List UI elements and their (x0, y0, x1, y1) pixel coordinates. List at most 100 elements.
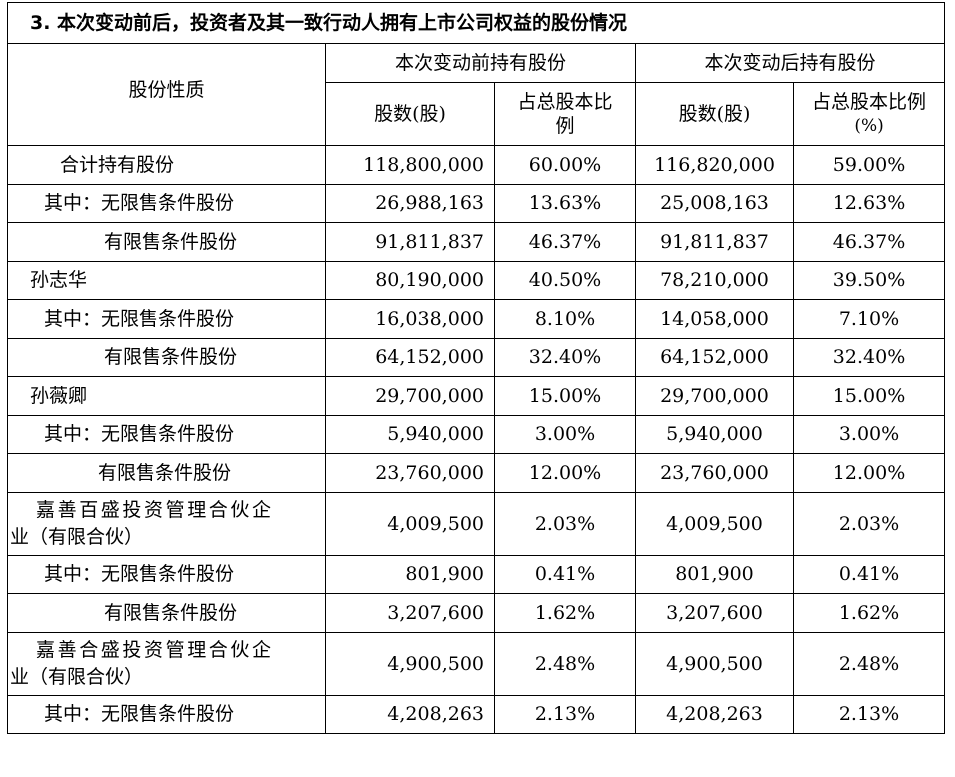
table-row: 嘉善百盛投资管理合伙企 业（有限合伙） 4,009,500 2.03% 4,00… (7, 491, 946, 556)
table-row: 有限售条件股份 23,760,000 12.00% 23,760,000 12.… (7, 453, 946, 493)
ratio-after-header-line1: 占总股本比例 (812, 91, 927, 113)
table-row: 孙志华 80,190,000 40.50% 78,210,000 39.50% (7, 260, 946, 300)
row-label: 有限售条件股份 (7, 593, 326, 633)
after-header: 本次变动后持有股份 (634, 43, 946, 83)
shares-after-header: 股数(股) (635, 82, 794, 146)
row-label: 有限售条件股份 (7, 222, 326, 262)
row-label: 嘉善合盛投资管理合伙企 业（有限合伙） (7, 631, 326, 696)
row-label: 有限售条件股份 (7, 453, 326, 493)
ratio-after-header-line2: (%) (854, 116, 884, 136)
table-row: 其中：无限售条件股份 4,208,263 2.13% 4,208,263 2.1… (7, 694, 946, 734)
ratio-after-cell: 12.63% (792, 183, 946, 223)
row-label: 合计持有股份 (7, 145, 326, 185)
ratio-before-header-line2: 例 (555, 115, 575, 137)
ratio-before-cell: 12.00% (494, 453, 636, 493)
ratio-after-cell: 3.00% (792, 414, 946, 454)
ratio-before-cell: 60.00% (494, 145, 636, 185)
shares-before-cell: 80,190,000 (325, 260, 495, 300)
table-row: 有限售条件股份 64,152,000 32.40% 64,152,000 32.… (7, 337, 946, 377)
row-label-line2: 业（有限合伙） (10, 665, 144, 688)
header-row-2: 股数(股) 占总股本比 例 股数(股) 占总股本比例 (%) (8, 82, 946, 146)
title-row: 3. 本次变动前后，投资者及其一致行动人拥有上市公司权益的股份情况 (6, 2, 946, 44)
row-label-line2: 业（有限合伙） (10, 525, 144, 548)
shares-before-cell: 91,811,837 (325, 222, 495, 262)
row-label-line1: 嘉善合盛投资管理合伙企 (36, 638, 274, 661)
ratio-after-cell: 2.03% (792, 491, 946, 556)
row-label: 其中：无限售条件股份 (7, 694, 326, 734)
shares-after-cell: 4,009,500 (635, 491, 794, 556)
row-label: 有限售条件股份 (7, 337, 326, 377)
ratio-after-cell: 2.48% (792, 631, 946, 696)
ratio-before-cell: 32.40% (494, 337, 636, 377)
shares-after-cell: 25,008,163 (635, 183, 794, 223)
table-row: 其中：无限售条件股份 26,988,163 13.63% 25,008,163 … (7, 183, 946, 223)
ratio-before-cell: 2.48% (494, 631, 636, 696)
ratio-after-cell: 0.41% (792, 554, 946, 594)
ratio-before-cell: 13.63% (494, 183, 636, 223)
table-row: 其中：无限售条件股份 801,900 0.41% 801,900 0.41% (7, 554, 946, 594)
ratio-before-cell: 3.00% (494, 414, 636, 454)
row-label: 其中：无限售条件股份 (7, 554, 326, 594)
table-row: 其中：无限售条件股份 16,038,000 8.10% 14,058,000 7… (7, 299, 946, 339)
shares-before-cell: 3,207,600 (325, 593, 495, 633)
ratio-before-cell: 8.10% (494, 299, 636, 339)
ratio-before-cell: 15.00% (494, 376, 636, 416)
ratio-before-cell: 0.41% (494, 554, 636, 594)
row-label-line1: 嘉善百盛投资管理合伙企 (36, 498, 274, 521)
ratio-before-cell: 2.03% (494, 491, 636, 556)
shares-before-cell: 4,009,500 (325, 491, 495, 556)
document-table-wrapper: 3. 本次变动前后，投资者及其一致行动人拥有上市公司权益的股份情况 股份性质 本… (6, 2, 946, 734)
shares-after-cell: 5,940,000 (635, 414, 794, 454)
row-label: 其中：无限售条件股份 (7, 183, 326, 223)
row-label: 孙志华 (7, 260, 326, 300)
table-row: 合计持有股份 118,800,000 60.00% 116,820,000 59… (7, 145, 946, 185)
shares-after-cell: 64,152,000 (635, 337, 794, 377)
row-label: 其中：无限售条件股份 (7, 414, 326, 454)
ratio-after-cell: 2.13% (792, 694, 946, 734)
shares-before-cell: 16,038,000 (325, 299, 495, 339)
shares-before-cell: 118,800,000 (325, 145, 495, 185)
row-label: 其中：无限售条件股份 (7, 299, 326, 339)
share-nature-header: 股份性质 (7, 43, 326, 146)
ratio-before-header: 占总股本比 例 (494, 82, 636, 146)
ratio-before-header-line1: 占总股本比 (517, 91, 613, 113)
ratio-after-cell: 1.62% (792, 593, 946, 633)
ratio-after-cell: 46.37% (792, 222, 946, 262)
row-label: 孙薇卿 (7, 376, 326, 416)
ratio-before-cell: 46.37% (494, 222, 636, 262)
shares-before-cell: 64,152,000 (325, 337, 495, 377)
shares-before-cell: 5,940,000 (325, 414, 495, 454)
shares-after-cell: 116,820,000 (635, 145, 794, 185)
header-row-1: 股份性质 本次变动前持有股份 本次变动后持有股份 (7, 43, 946, 146)
shares-before-cell: 23,760,000 (325, 453, 495, 493)
shares-before-cell: 4,208,263 (325, 694, 495, 734)
ratio-after-cell: 32.40% (792, 337, 946, 377)
shares-after-cell: 29,700,000 (635, 376, 794, 416)
shares-before-cell: 26,988,163 (325, 183, 495, 223)
table-row: 其中：无限售条件股份 5,940,000 3.00% 5,940,000 3.0… (7, 414, 946, 454)
ratio-before-cell: 2.13% (494, 694, 636, 734)
ratio-before-cell: 1.62% (494, 593, 636, 633)
ratio-after-cell: 59.00% (792, 145, 946, 185)
shares-before-cell: 29,700,000 (325, 376, 495, 416)
shares-after-cell: 801,900 (635, 554, 794, 594)
shares-after-cell: 3,207,600 (635, 593, 794, 633)
ratio-before-cell: 40.50% (494, 260, 636, 300)
shares-after-cell: 14,058,000 (635, 299, 794, 339)
shares-before-header: 股数(股) (325, 82, 495, 146)
ratio-after-cell: 12.00% (792, 453, 946, 493)
ratio-after-cell: 15.00% (792, 376, 946, 416)
shares-after-cell: 23,760,000 (635, 453, 794, 493)
table-title: 3. 本次变动前后，投资者及其一致行动人拥有上市公司权益的股份情况 (6, 2, 946, 44)
shares-after-cell: 4,900,500 (635, 631, 794, 696)
shares-after-cell: 78,210,000 (635, 260, 794, 300)
table-row: 嘉善合盛投资管理合伙企 业（有限合伙） 4,900,500 2.48% 4,90… (7, 631, 946, 696)
shares-before-cell: 4,900,500 (325, 631, 495, 696)
shares-before-cell: 801,900 (325, 554, 495, 594)
ratio-after-header: 占总股本比例 (%) (792, 82, 946, 146)
ratio-after-cell: 39.50% (792, 260, 946, 300)
table-row: 有限售条件股份 91,811,837 46.37% 91,811,837 46.… (7, 222, 946, 262)
shares-after-cell: 4,208,263 (635, 694, 794, 734)
table-row: 有限售条件股份 3,207,600 1.62% 3,207,600 1.62% (7, 593, 946, 633)
shareholding-table: 3. 本次变动前后，投资者及其一致行动人拥有上市公司权益的股份情况 股份性质 本… (6, 2, 946, 734)
